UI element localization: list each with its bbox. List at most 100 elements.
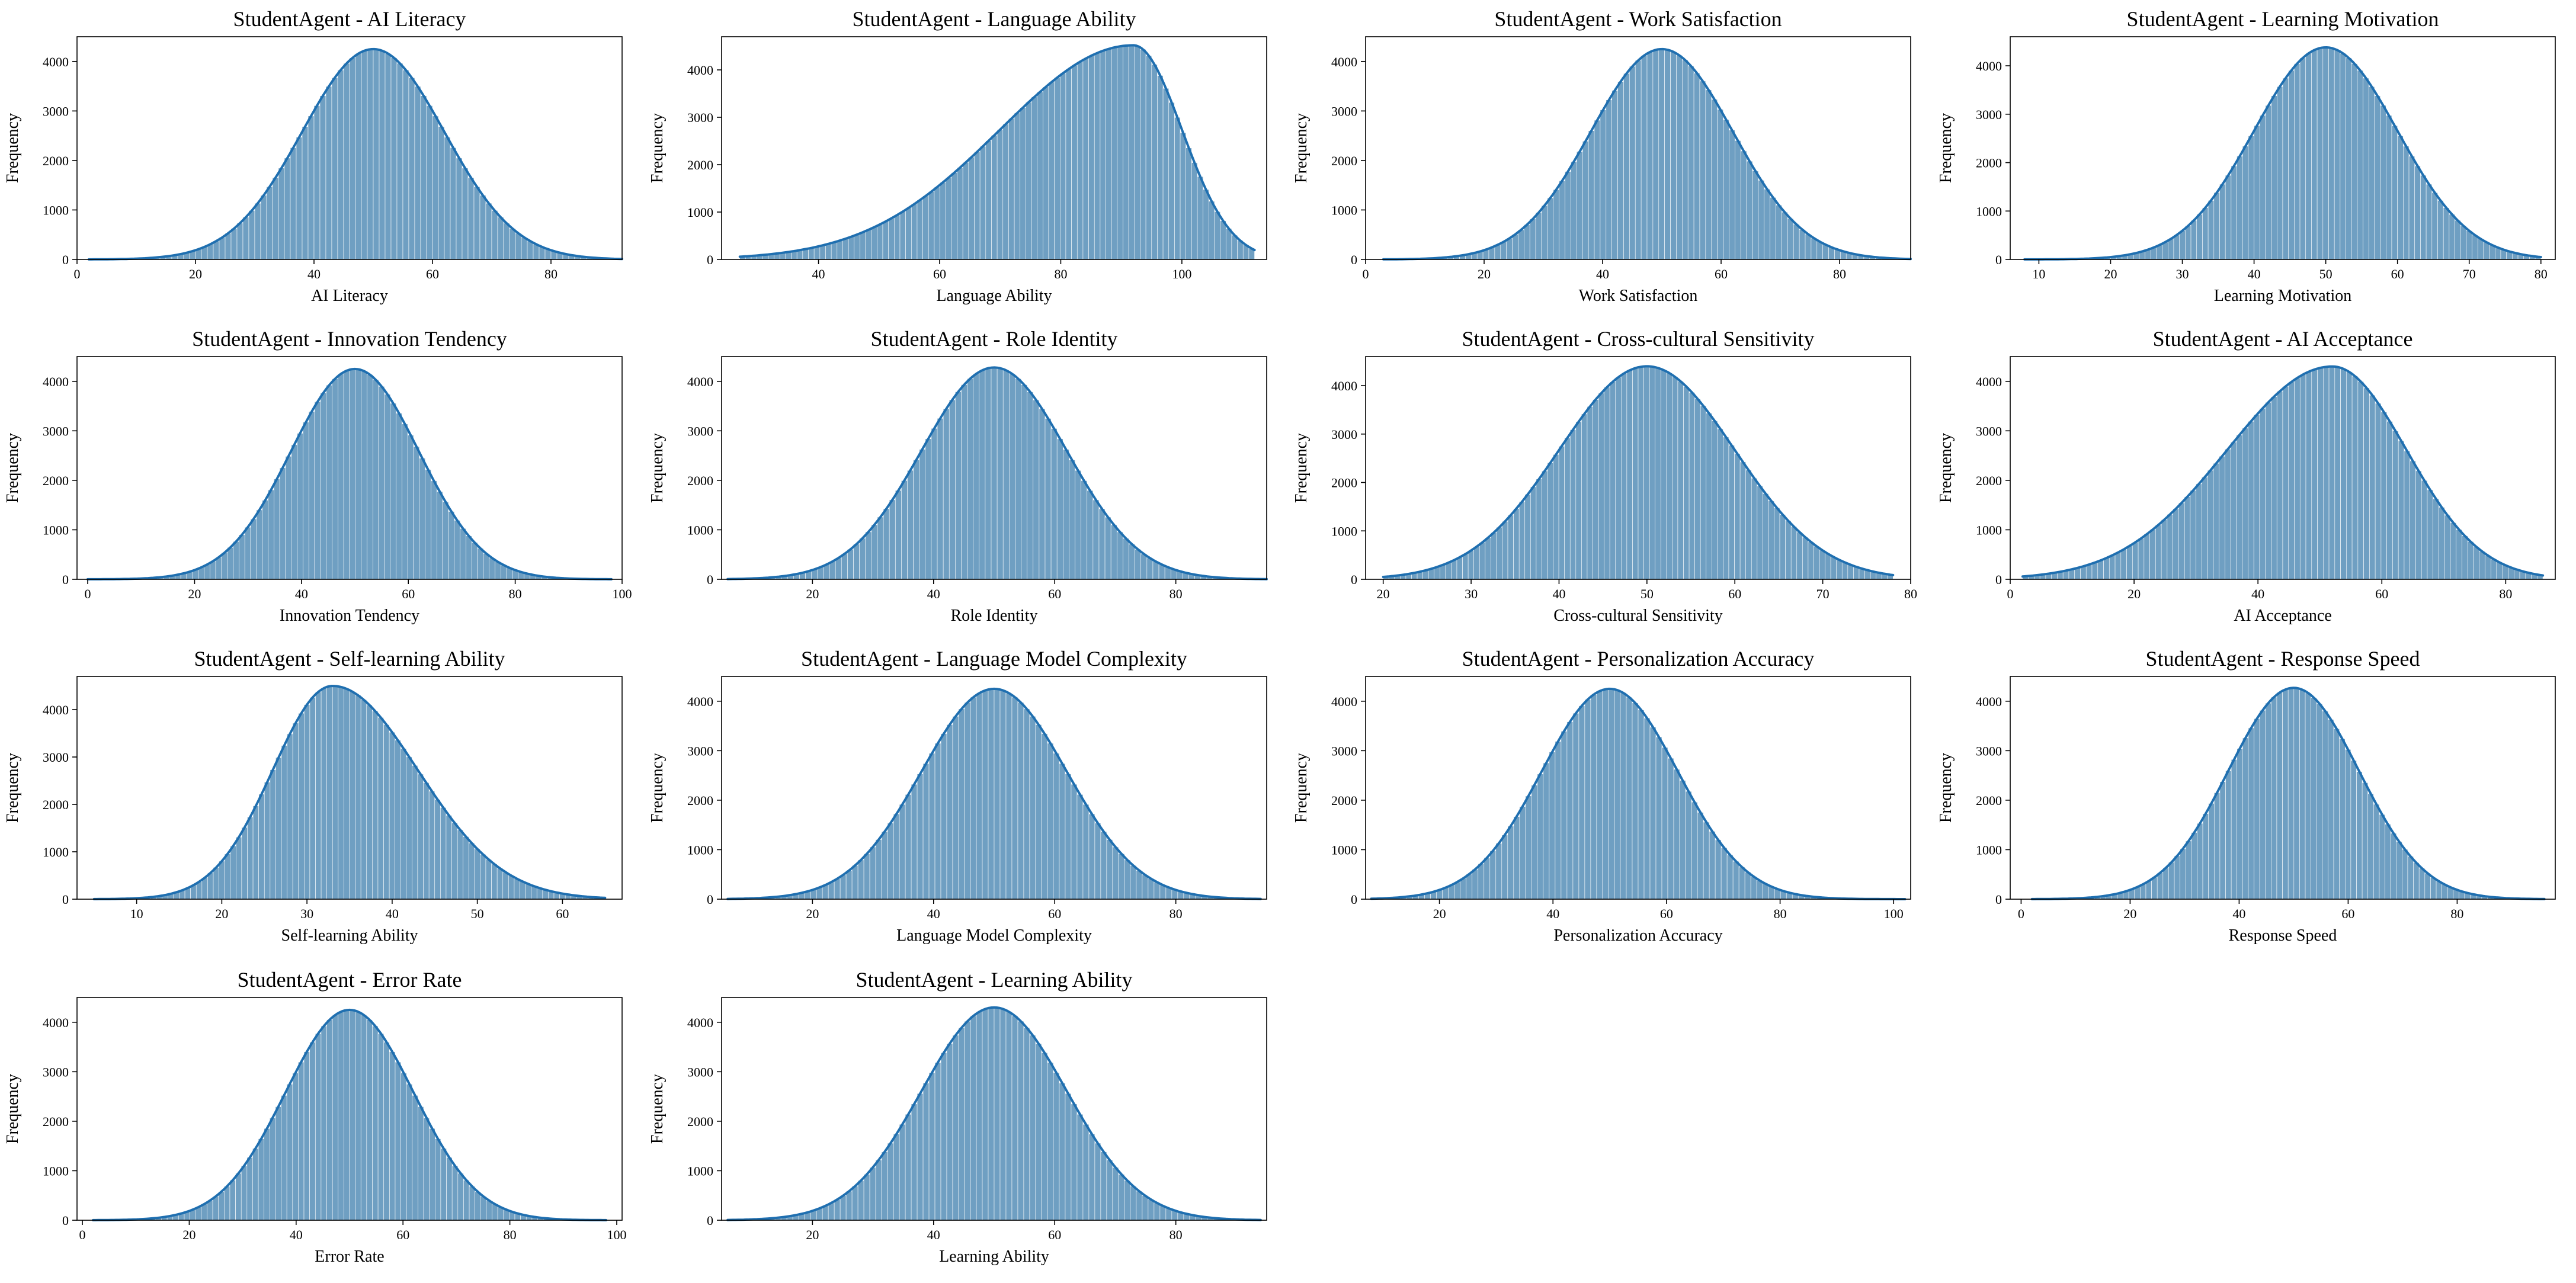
histogram-bar (911, 784, 918, 900)
y-tick-label: 4000 (687, 374, 713, 389)
histogram-bar (1524, 224, 1530, 260)
histogram-bar (1479, 542, 1486, 580)
histogram-bar (1075, 470, 1081, 580)
x-tick-label: 50 (471, 906, 484, 921)
histogram-bar (1732, 861, 1739, 900)
histogram-bar (408, 78, 415, 260)
histogram-bar (976, 1011, 983, 1221)
histogram-bar (1076, 61, 1084, 260)
histogram-bar (1600, 110, 1607, 260)
histogram-bar (246, 1157, 253, 1221)
histogram-bar (1830, 556, 1837, 580)
x-axis-label: Error Rate (315, 1247, 384, 1266)
histogram-bar (1035, 1043, 1042, 1221)
histogram-bar (258, 1138, 264, 1221)
histogram-bar (2254, 125, 2260, 260)
axes-frame (721, 36, 1267, 260)
histogram-bar (883, 508, 890, 580)
histogram-bar (2367, 793, 2374, 900)
histogram-bar (521, 237, 528, 260)
histogram-bar (2248, 421, 2254, 580)
histogram-bar (922, 763, 930, 900)
histogram-bar (292, 723, 299, 900)
histogram-bar (1478, 864, 1485, 900)
chart-title: StudentAgent - AI Literacy (233, 7, 466, 31)
histogram-bar (451, 1165, 459, 1221)
histogram-bar (1071, 65, 1078, 260)
histogram-bar (514, 878, 520, 900)
axes-frame (2010, 36, 2556, 260)
histogram-bar (468, 842, 475, 900)
histogram-bar (1468, 550, 1474, 580)
histogram-bar (1154, 881, 1161, 900)
histogram-bar (857, 859, 864, 900)
histogram-bar (515, 233, 522, 260)
histogram-bar (1047, 1062, 1054, 1221)
histogram-bar (1186, 147, 1192, 260)
histogram-bar (2386, 115, 2392, 260)
histogram-bar (241, 1165, 248, 1221)
kde-curve (92, 1008, 607, 1221)
histogram-bar (1677, 381, 1684, 580)
y-tick-label: 3000 (1976, 107, 2002, 122)
histogram-bar (1094, 823, 1101, 900)
axes-frame (76, 997, 623, 1221)
histogram-bar (315, 691, 322, 900)
histogram-bar (802, 249, 809, 260)
histogram-bar (1485, 537, 1491, 580)
histogram-bar (1646, 52, 1654, 260)
histogram-bar (471, 542, 478, 580)
histogram-bar (1076, 794, 1084, 900)
histogram-bar (431, 480, 437, 580)
histogram-bar (1566, 721, 1574, 900)
histogram-bar (225, 233, 232, 260)
histogram-bar (1116, 531, 1123, 580)
histogram-bar (964, 1021, 971, 1221)
y-tick-label: 4000 (1331, 694, 1357, 709)
x-tick-label: 100 (1172, 267, 1191, 281)
histogram-bar (1112, 846, 1119, 900)
histogram-bar (1154, 1202, 1161, 1221)
histogram-bar (1002, 124, 1009, 260)
histogram-bar (1575, 421, 1582, 580)
histogram-bar (1026, 102, 1032, 260)
histogram-bar (1069, 460, 1075, 580)
histogram-bar (2294, 63, 2301, 260)
histogram-bar (366, 704, 373, 900)
histogram-bar (1191, 162, 1198, 260)
histogram-bar (444, 137, 451, 260)
histogram-bar (2180, 848, 2186, 900)
y-tick-label: 3000 (687, 424, 713, 438)
histogram-bar (2431, 192, 2438, 260)
histogram-bar (2196, 214, 2203, 260)
histogram-bar (1768, 501, 1774, 580)
histogram-bar (1106, 1160, 1113, 1221)
y-tick-label: 2000 (687, 473, 713, 488)
y-axis-label: Frequency (4, 113, 22, 183)
histogram-bar (859, 538, 866, 580)
x-tick-label: 40 (1596, 267, 1609, 281)
x-tick-label: 40 (386, 906, 399, 921)
x-axis-label: Role Identity (951, 607, 1038, 625)
histogram-bar (2207, 470, 2214, 580)
histogram-bar (479, 195, 486, 260)
histogram-bar (994, 688, 1001, 900)
histogram-bar (1602, 689, 1609, 900)
histogram-panel: StudentAgent - Personalization Accuracy 2… (1292, 647, 1911, 945)
histogram-bar (907, 470, 914, 580)
histogram-bar (2225, 449, 2231, 580)
y-tick-label: 3000 (687, 1064, 713, 1079)
histogram-bar (970, 697, 977, 900)
histogram-bar (426, 105, 433, 260)
histogram-bar (1787, 218, 1794, 260)
x-tick-label: 60 (1048, 906, 1061, 921)
histogram-bar (1588, 130, 1595, 260)
y-tick-label: 3000 (1331, 104, 1357, 118)
histogram-bar (2196, 483, 2202, 580)
histogram-bar (2276, 692, 2283, 900)
histogram-bar (1180, 132, 1187, 260)
histogram-bar (940, 733, 947, 900)
histogram-panel: StudentAgent - Language Model Complexity… (648, 647, 1267, 945)
histogram-bar (425, 469, 431, 580)
